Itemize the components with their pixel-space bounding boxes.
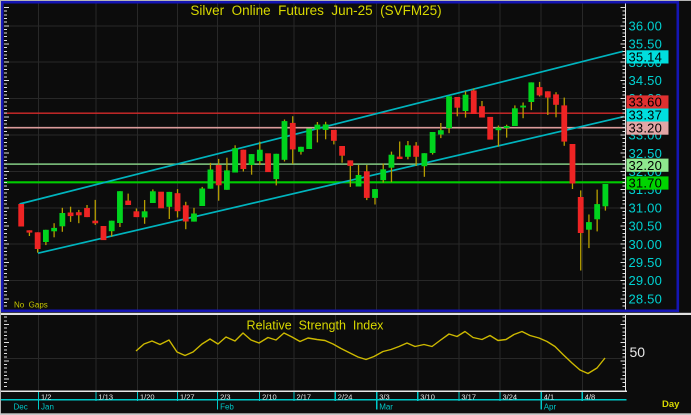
svg-text:Jan: Jan [41,402,54,411]
svg-text:2/3: 2/3 [220,392,230,401]
svg-text:1/20: 1/20 [140,392,155,401]
svg-text:32.20: 32.20 [629,158,663,173]
svg-text:30.50: 30.50 [629,219,663,234]
svg-text:1/2: 1/2 [41,392,51,401]
svg-text:3/17: 3/17 [461,392,476,401]
svg-text:3/24: 3/24 [503,392,518,401]
svg-text:29.50: 29.50 [629,255,663,270]
svg-text:Day: Day [662,399,680,410]
svg-text:3/10: 3/10 [420,392,435,401]
svg-text:Relative Strength Index: Relative Strength Index [247,319,385,333]
svg-text:29.00: 29.00 [629,273,663,288]
svg-text:31.70: 31.70 [629,176,663,191]
svg-text:1/13: 1/13 [98,392,113,401]
svg-text:32.50: 32.50 [629,146,663,161]
svg-text:2/24: 2/24 [338,392,353,401]
svg-text:2/10: 2/10 [262,392,277,401]
svg-text:Mar: Mar [379,402,393,411]
svg-text:Silver Online Futures Jun-2: Silver Online Futures Jun-25 (SVFM25) [190,3,441,18]
svg-text:33.37: 33.37 [629,108,663,123]
svg-text:50: 50 [630,344,646,360]
svg-text:31.00: 31.00 [629,200,663,215]
svg-text:35.50: 35.50 [629,37,663,52]
svg-text:No Gaps: No Gaps [14,301,48,310]
svg-text:1/27: 1/27 [180,392,195,401]
svg-text:Dec: Dec [14,402,28,411]
svg-text:2/17: 2/17 [297,392,312,401]
svg-text:3/3: 3/3 [379,392,389,401]
svg-text:28.50: 28.50 [629,291,663,306]
svg-text:33.20: 33.20 [629,121,663,136]
svg-text:4/8: 4/8 [585,392,595,401]
svg-text:Apr: Apr [544,402,557,411]
svg-text:Feb: Feb [220,402,234,411]
svg-text:34.50: 34.50 [629,73,663,88]
svg-text:33.60: 33.60 [629,95,663,110]
svg-text:30.00: 30.00 [629,237,663,252]
svg-text:4/1: 4/1 [544,392,554,401]
svg-text:36.00: 36.00 [629,18,663,33]
svg-text:35.14: 35.14 [629,50,663,65]
